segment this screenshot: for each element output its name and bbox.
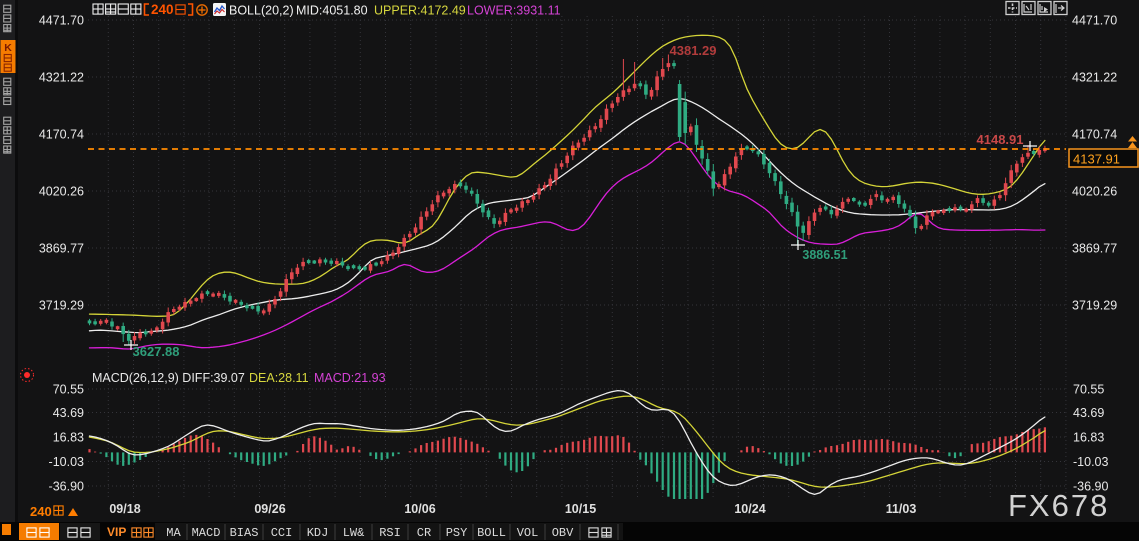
svg-text:70.55: 70.55 — [53, 383, 84, 397]
svg-text:MACD(26,12,9) DIFF:39.07: MACD(26,12,9) DIFF:39.07 — [92, 371, 245, 385]
svg-text:43.69: 43.69 — [53, 406, 84, 420]
svg-text:CCI: CCI — [271, 526, 293, 540]
svg-text:MA: MA — [166, 526, 181, 540]
svg-text:3869.77: 3869.77 — [39, 242, 84, 256]
svg-text:240: 240 — [30, 504, 52, 519]
svg-text:MACD:21.93: MACD:21.93 — [314, 371, 386, 385]
svg-text:4381.29: 4381.29 — [670, 43, 717, 58]
svg-text:3886.51: 3886.51 — [802, 248, 847, 262]
svg-text:BIAS: BIAS — [230, 526, 259, 540]
svg-text:3869.77: 3869.77 — [1072, 242, 1117, 256]
svg-text:4170.74: 4170.74 — [39, 128, 84, 142]
svg-text:-10.03: -10.03 — [1073, 455, 1108, 469]
svg-text:MID:4051.80: MID:4051.80 — [296, 4, 368, 18]
svg-text:FX678: FX678 — [1008, 488, 1109, 523]
svg-text:11/03: 11/03 — [886, 502, 917, 516]
svg-text:4148.91: 4148.91 — [977, 132, 1024, 147]
svg-text:LW&: LW& — [343, 526, 365, 540]
svg-text:RSI: RSI — [379, 526, 401, 540]
svg-text:MACD: MACD — [192, 526, 221, 540]
svg-text:-36.90: -36.90 — [1073, 480, 1108, 494]
svg-text:4020.26: 4020.26 — [1072, 185, 1117, 199]
svg-text:VOL: VOL — [517, 526, 539, 540]
svg-text:BOLL(20,2): BOLL(20,2) — [229, 4, 294, 18]
svg-text:70.55: 70.55 — [1073, 383, 1104, 397]
svg-text:3719.29: 3719.29 — [39, 299, 84, 313]
svg-text:KDJ: KDJ — [307, 526, 329, 540]
svg-text:4170.74: 4170.74 — [1072, 128, 1117, 142]
svg-text:3627.88: 3627.88 — [133, 344, 180, 359]
svg-text:4321.22: 4321.22 — [39, 71, 84, 85]
svg-text:UPPER:4172.49: UPPER:4172.49 — [374, 4, 466, 18]
svg-text:10/15: 10/15 — [565, 502, 596, 516]
svg-text:4471.70: 4471.70 — [1072, 14, 1117, 28]
svg-text:10/06: 10/06 — [404, 502, 435, 516]
svg-text:DEA:28.11: DEA:28.11 — [249, 371, 309, 385]
svg-text:4471.70: 4471.70 — [39, 14, 84, 28]
svg-text:4137.91: 4137.91 — [1073, 152, 1120, 167]
svg-text:16.83: 16.83 — [53, 431, 84, 445]
svg-text:43.69: 43.69 — [1073, 406, 1104, 420]
svg-text:-10.03: -10.03 — [49, 455, 84, 469]
svg-text:09/18: 09/18 — [109, 502, 140, 516]
svg-text:CR: CR — [417, 526, 431, 540]
svg-text:BOLL: BOLL — [477, 526, 506, 540]
svg-text:3719.29: 3719.29 — [1072, 299, 1117, 313]
svg-text:4020.26: 4020.26 — [39, 185, 84, 199]
svg-text:10/24: 10/24 — [734, 502, 765, 516]
svg-text:OBV: OBV — [552, 526, 574, 540]
svg-text:LOWER:3931.11: LOWER:3931.11 — [467, 4, 561, 18]
svg-text:PSY: PSY — [446, 526, 468, 540]
svg-text:4321.22: 4321.22 — [1072, 71, 1117, 85]
svg-text:VIP: VIP — [107, 525, 126, 539]
svg-text:K: K — [4, 42, 12, 54]
svg-text:09/26: 09/26 — [254, 502, 285, 516]
svg-text:-36.90: -36.90 — [49, 480, 84, 494]
svg-text:16.83: 16.83 — [1073, 431, 1104, 445]
svg-text:240: 240 — [151, 2, 174, 17]
